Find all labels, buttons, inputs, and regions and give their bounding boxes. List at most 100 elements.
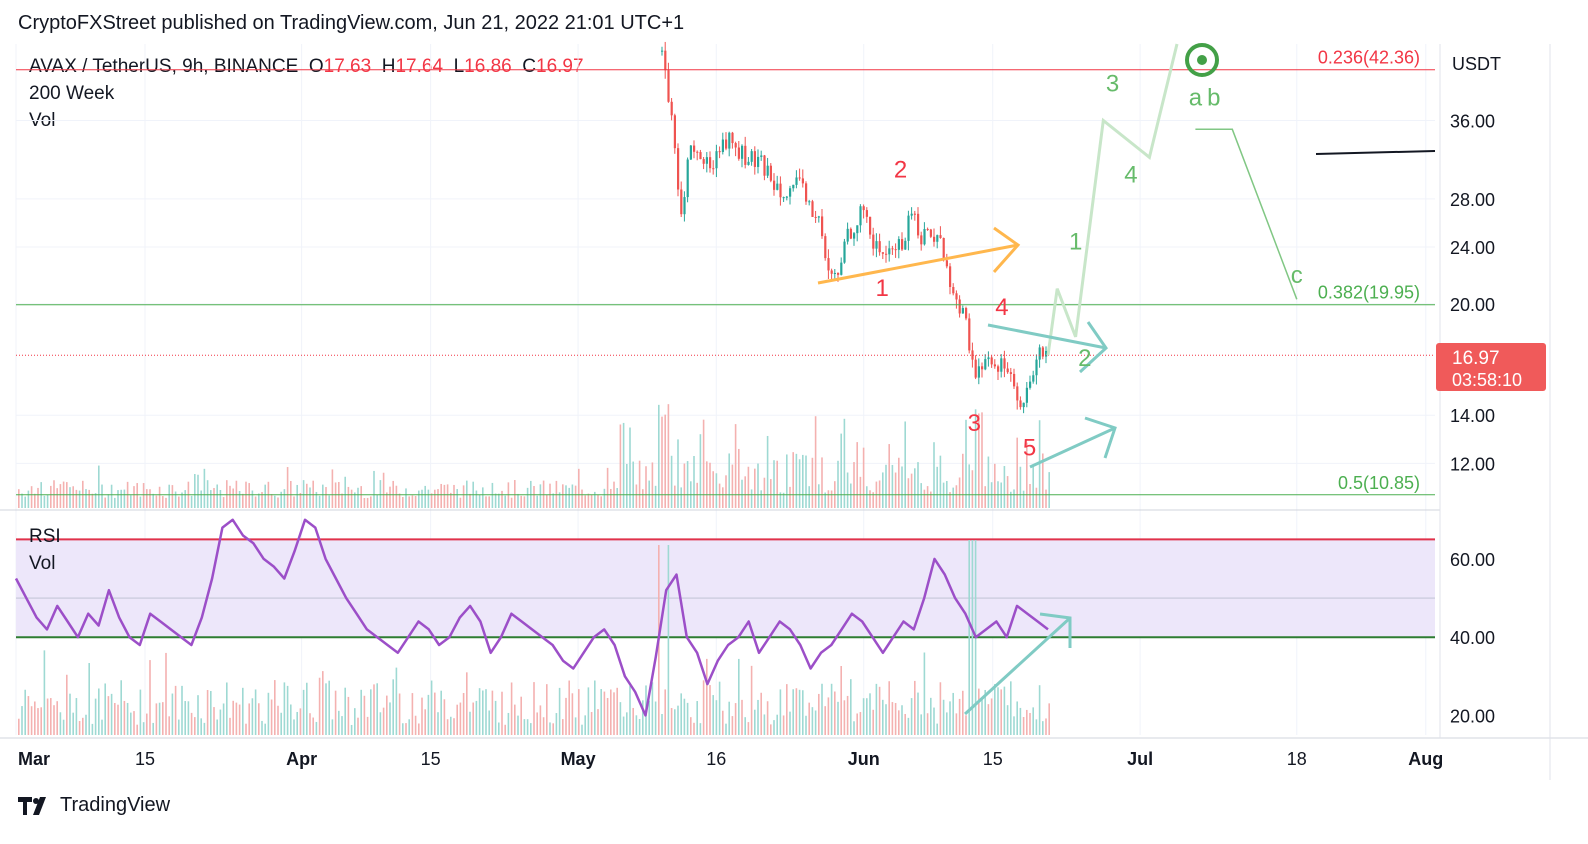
- volume-bar: [824, 492, 826, 508]
- volume-bar: [792, 452, 794, 508]
- volume-bar: [210, 490, 212, 508]
- rsi-volume-bar: [606, 697, 609, 735]
- volume-bar: [1045, 489, 1047, 508]
- rsi-volume-bar: [325, 683, 327, 735]
- candle-body: [718, 151, 721, 153]
- volume-bar: [933, 442, 935, 508]
- rsi-volume-bar: [34, 701, 36, 735]
- wave-labels: 0.236(42.36) 0.382(19.95) 0.5(10.85) 2 1 4 3 5 1…: [875, 48, 1420, 493]
- volume-bar: [517, 493, 519, 508]
- rsi-volume-bar: [245, 723, 247, 735]
- price-tick-label: 12.00: [1450, 454, 1495, 474]
- volume-bar: [843, 418, 846, 508]
- rsi-volume-bar: [984, 689, 986, 735]
- rsi-volume-bar: [1029, 712, 1031, 735]
- candle-body: [737, 147, 740, 159]
- rsi-volume-bar: [238, 704, 241, 735]
- rsi-volume-bar: [283, 682, 286, 735]
- indicator-rsi[interactable]: RSI: [29, 526, 61, 547]
- rsi-volume-bar: [56, 701, 58, 735]
- candle-body: [933, 236, 936, 242]
- volume-bar: [680, 487, 682, 508]
- candle-body: [997, 366, 1000, 372]
- orange-arrow-icon: [817, 243, 1019, 285]
- volume-bar: [642, 489, 644, 508]
- volume-bar: [712, 471, 714, 508]
- rsi-volume-bar: [408, 719, 410, 735]
- volume-bar: [629, 427, 631, 508]
- rsi-volume-bar: [709, 685, 711, 735]
- rsi-volume-bar: [725, 723, 727, 735]
- candle-body: [910, 213, 913, 216]
- candle-body: [833, 272, 836, 274]
- rsi-series-line: [14, 518, 1049, 717]
- candle-body: [846, 228, 849, 242]
- projection-path: [1046, 43, 1179, 356]
- candle-body: [766, 165, 769, 176]
- rsi-volume-bar: [616, 687, 618, 735]
- rsi-volume-bar: [840, 666, 842, 735]
- candle-body: [699, 152, 702, 160]
- volume-bar: [581, 489, 583, 508]
- volume-bar: [190, 495, 193, 508]
- volume-bar: [94, 493, 97, 508]
- volume-bar: [654, 485, 657, 508]
- rsi-volume-bar: [619, 702, 622, 735]
- rsi-volume-bar: [962, 690, 964, 735]
- rsi-volume-bar: [760, 692, 762, 735]
- rsi-volume-bar: [494, 700, 497, 735]
- tradingview-footer[interactable]: TradingView: [18, 794, 170, 817]
- volume-bar: [274, 495, 276, 508]
- rsi-volume-bar: [248, 703, 250, 735]
- candle-body: [901, 239, 904, 250]
- rsi-tick-label: 40.00: [1450, 628, 1495, 648]
- volume-bar: [952, 487, 954, 508]
- volume-bar: [114, 497, 116, 508]
- rsi-volume-bar: [885, 704, 887, 735]
- rsi-volume-bar: [267, 692, 270, 735]
- volume-bar: [261, 492, 263, 508]
- volume-bar: [456, 489, 458, 508]
- rsi-volume-bar: [18, 718, 20, 735]
- rsi-volume-bar: [888, 681, 890, 735]
- volume-bar: [840, 433, 842, 508]
- volume-bar: [706, 461, 708, 508]
- rsi-volume-bar: [1035, 719, 1038, 735]
- rsi-volume-bar: [706, 658, 708, 735]
- projection-abc: [1195, 128, 1298, 300]
- rsi-volume-bar: [622, 716, 625, 735]
- rsi-volume-bar: [306, 682, 308, 735]
- rsi-volume-bar: [395, 667, 398, 735]
- symbol-legend: AVAX / TetherUS, 9h, BINANCE O17.63 H17.…: [29, 56, 584, 78]
- volume-bar: [1026, 442, 1028, 508]
- rsi-volume-bar: [414, 715, 417, 735]
- volume-bar: [821, 457, 823, 508]
- teal-arrow-icon: [987, 323, 1107, 350]
- volume-bar: [344, 476, 346, 508]
- volume-bar: [69, 487, 71, 508]
- rsi-volume-bar: [69, 693, 71, 735]
- rsi-volume-bar: [712, 695, 714, 735]
- volume-bar: [626, 463, 628, 508]
- volume-bar: [350, 489, 353, 508]
- rsi-volume-bar: [158, 702, 161, 735]
- volume-bar: [776, 460, 778, 508]
- rsi-volume-bar: [501, 691, 503, 735]
- rsi-volume-bar: [270, 699, 273, 735]
- rsi-volume-bar: [101, 719, 103, 735]
- indicator-volume-rsi[interactable]: Vol: [29, 553, 56, 574]
- candle-body: [696, 151, 699, 153]
- volume-bar: [398, 493, 401, 508]
- volume-bar: [523, 496, 526, 508]
- rsi-volume-bar: [149, 660, 151, 735]
- rsi-volume-bar: [834, 691, 836, 735]
- volume-bar: [478, 494, 481, 508]
- volume-bar: [754, 468, 756, 508]
- volume-bar: [987, 456, 990, 508]
- volume-bar: [744, 476, 746, 508]
- indicator-200week[interactable]: 200 Week: [29, 83, 115, 104]
- candle-body: [689, 145, 692, 160]
- rsi-volume-bar: [296, 711, 298, 735]
- candle-body: [968, 318, 971, 351]
